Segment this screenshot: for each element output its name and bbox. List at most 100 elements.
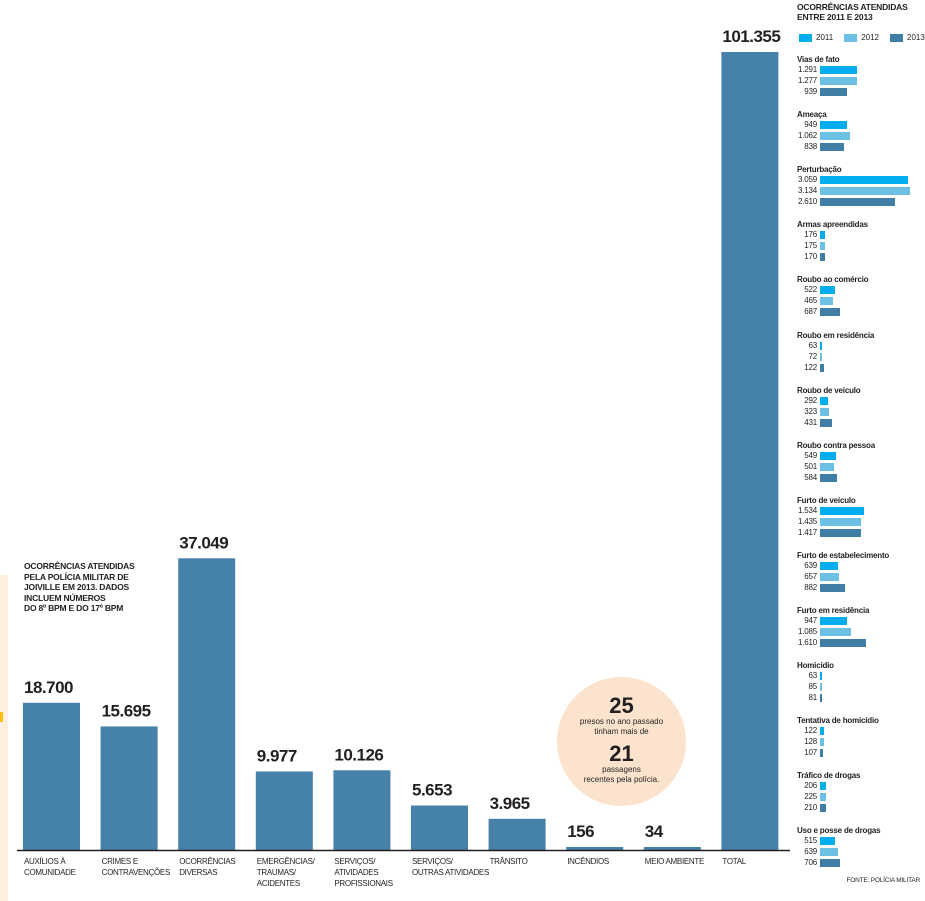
- year-row-2013: 584: [797, 473, 925, 484]
- value-label: 225: [804, 792, 817, 802]
- year-row-2013: 2.610: [797, 197, 925, 208]
- bar: [820, 462, 835, 471]
- year-row-2011: 206: [797, 781, 925, 792]
- bar-value-label: 15.695: [102, 701, 151, 720]
- bar-value-label: 37.049: [179, 533, 228, 552]
- value-label: 1.085: [797, 627, 817, 636]
- value-label: 639: [804, 560, 817, 570]
- bar-value-label: 3.965: [490, 794, 530, 813]
- year-row-2011: 176: [797, 230, 925, 241]
- category-title: Perturbação: [797, 165, 842, 175]
- value-label: 1.610: [797, 638, 817, 647]
- value-label: 170: [804, 252, 817, 262]
- bar: [820, 617, 848, 625]
- bar: [820, 672, 822, 681]
- bar: [820, 143, 845, 152]
- category-group: Furto de estabelecimento 639 657 882: [797, 550, 925, 594]
- category-label: OCORRÊNCIAS: [179, 857, 235, 866]
- category-label: CONTRAVENÇÕES: [102, 868, 170, 877]
- category-label: TRÂNSITO: [490, 857, 528, 866]
- highlight-circle: 25 presos no ano passado tinham mais de …: [557, 677, 686, 806]
- value-label: 63: [808, 671, 818, 681]
- side-chart-title: OCORRÊNCIAS ATENDIDAS ENTRE 2011 E 2013: [797, 2, 908, 22]
- year-row-2013: 939: [797, 87, 925, 98]
- legend-item-2011: 2011: [799, 33, 833, 42]
- bar: [820, 341, 822, 350]
- year-row-2011: 1.291: [797, 65, 925, 76]
- year-row-2011: 549: [797, 451, 925, 462]
- year-row-2011: 515: [797, 836, 925, 847]
- bar: [820, 396, 829, 405]
- category-label: INCÊNDIOS: [567, 857, 609, 866]
- value-label: 81: [808, 693, 818, 703]
- year-row-2011: 1.534: [797, 506, 925, 517]
- category-label: ACIDENTES: [257, 879, 300, 888]
- value-label: 128: [804, 737, 817, 747]
- bar: [820, 848, 839, 857]
- value-label: 107: [804, 748, 817, 758]
- year-row-2011: 949: [797, 120, 925, 131]
- year-row-2012: 657: [797, 572, 925, 583]
- chart-note: OCORRÊNCIAS ATENDIDAS PELA POLÍCIA MILIT…: [24, 561, 174, 614]
- bar: [820, 121, 848, 130]
- bar: [820, 231, 826, 240]
- bar: [820, 473, 837, 482]
- year-row-2012: 1.277: [797, 76, 925, 87]
- source-note: FONTE: POLÍCIA MILITAR: [846, 877, 921, 884]
- bar: [820, 528, 861, 537]
- legend-swatch-2012: [844, 33, 858, 42]
- bar: [721, 52, 779, 850]
- value-label: 706: [804, 858, 817, 868]
- highlight-number-2: 21: [609, 741, 634, 766]
- category-group: Perturbação 3.059 3.134 2.610: [797, 164, 925, 208]
- category-group: Roubo ao comércio 522 465 687: [797, 274, 925, 318]
- category-title: Roubo de veículo: [797, 385, 861, 395]
- year-row-2012: 175: [797, 241, 925, 252]
- value-label: 2.610: [797, 197, 817, 207]
- bar: [820, 363, 824, 372]
- category-group: Tráfico de drogas 206 225 210: [797, 770, 925, 814]
- bar: [820, 572, 839, 581]
- value-label: 687: [804, 307, 817, 317]
- bar: [820, 517, 862, 526]
- year-row-2013: 882: [797, 583, 925, 594]
- value-label: 501: [804, 461, 817, 471]
- category-label: AUXÍLIOS À: [24, 857, 66, 866]
- value-label: 639: [804, 847, 817, 857]
- category-title: Roubo contra pessoa: [797, 440, 875, 450]
- year-row-2012: 465: [797, 296, 925, 307]
- value-label: 522: [804, 285, 817, 295]
- bar-value-label: 101.355: [722, 27, 780, 46]
- year-row-2011: 122: [797, 726, 925, 737]
- category-title: Armas apreendidas: [797, 220, 868, 230]
- value-label: 210: [804, 803, 817, 813]
- bar: [23, 702, 80, 850]
- year-row-2013: 706: [797, 858, 925, 869]
- bar: [820, 639, 867, 647]
- category-label: DIVERSAS: [179, 868, 217, 877]
- legend-label: 2013: [907, 33, 925, 42]
- category-title: Ameaça: [797, 110, 827, 120]
- bar-value-label: 9.977: [257, 746, 297, 765]
- value-label: 549: [804, 450, 817, 460]
- value-label: 949: [804, 120, 817, 130]
- category-label: SERVIÇOS/: [334, 857, 376, 866]
- bar: [820, 198, 895, 207]
- value-label: 85: [808, 682, 818, 692]
- bar-value-label: 10.126: [334, 745, 383, 764]
- chart-note-line: INCLUEM NÚMEROS: [24, 592, 106, 603]
- value-label: 122: [804, 362, 817, 372]
- year-row-2012: 1.062: [797, 131, 925, 142]
- value-label: 1.534: [797, 505, 817, 515]
- value-label: 947: [804, 616, 817, 625]
- year-row-2012: 72: [797, 352, 925, 363]
- bar: [820, 583, 846, 592]
- category-label: PROFISSIONAIS: [334, 879, 392, 888]
- highlight-text: passagens: [602, 765, 641, 774]
- bar: [820, 66, 858, 74]
- category-label: MEIO AMBIENTE: [645, 857, 704, 866]
- year-row-2013: 81: [797, 693, 925, 704]
- legend-label: 2012: [861, 33, 879, 42]
- category-group: Armas apreendidas 176 175 170: [797, 219, 925, 263]
- category-group: Roubo contra pessoa 549 501 584: [797, 440, 925, 484]
